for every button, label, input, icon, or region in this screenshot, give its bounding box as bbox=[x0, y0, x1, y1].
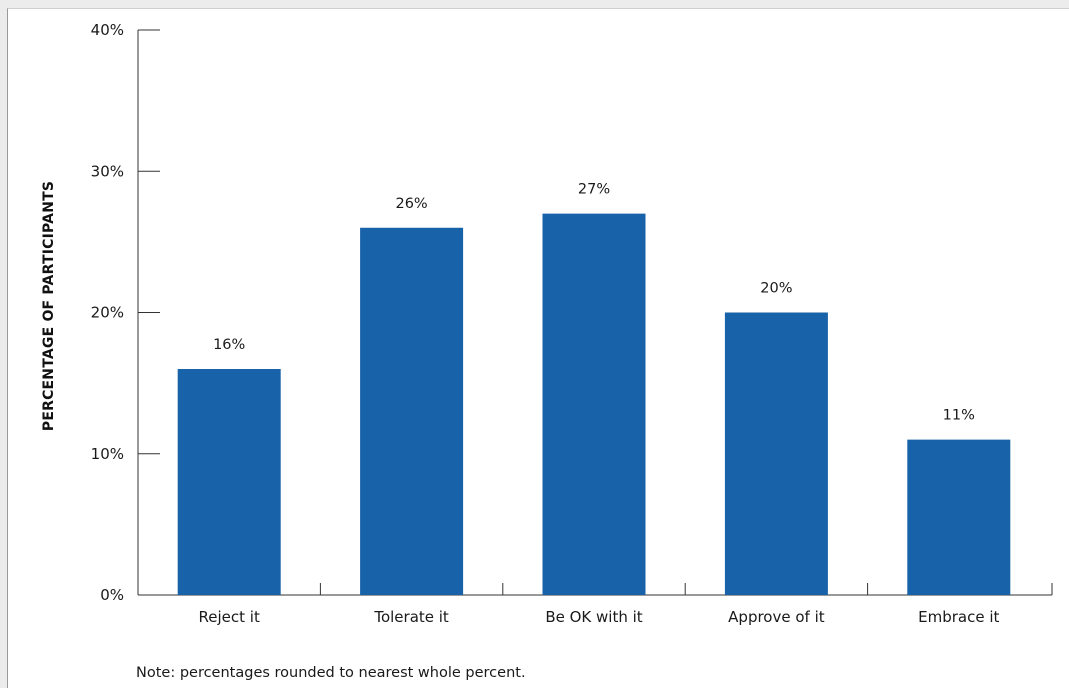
labels: 16% Reject it 26% Tolerate it 27% Be OK with … bbox=[199, 182, 1000, 626]
bar bbox=[542, 213, 646, 595]
data-label: 27% bbox=[578, 182, 610, 198]
chart-note: Note: percentages rounded to nearest who… bbox=[136, 665, 526, 681]
y-axis-label: PERCENTAGE OF PARTICIPANTS bbox=[41, 181, 57, 431]
category-label: Embrace it bbox=[918, 608, 999, 626]
bar bbox=[907, 439, 1011, 595]
y-tick-label: 20% bbox=[91, 304, 124, 322]
bar bbox=[724, 312, 828, 595]
data-label: 26% bbox=[395, 196, 427, 212]
category-label: Be OK with it bbox=[545, 608, 642, 626]
data-label: 16% bbox=[213, 337, 245, 353]
y-tick-label: 0% bbox=[100, 586, 124, 604]
bar bbox=[177, 369, 281, 595]
bar bbox=[360, 227, 464, 595]
y-tick-label: 30% bbox=[91, 162, 124, 180]
bars bbox=[177, 213, 1011, 595]
category-label: Approve of it bbox=[728, 608, 825, 626]
category-label: Reject it bbox=[199, 608, 260, 626]
y-tick-label: 40% bbox=[91, 21, 124, 39]
data-label: 11% bbox=[943, 408, 975, 424]
y-tick-label: 10% bbox=[91, 445, 124, 463]
data-label: 20% bbox=[760, 281, 792, 297]
category-label: Tolerate it bbox=[373, 608, 449, 626]
